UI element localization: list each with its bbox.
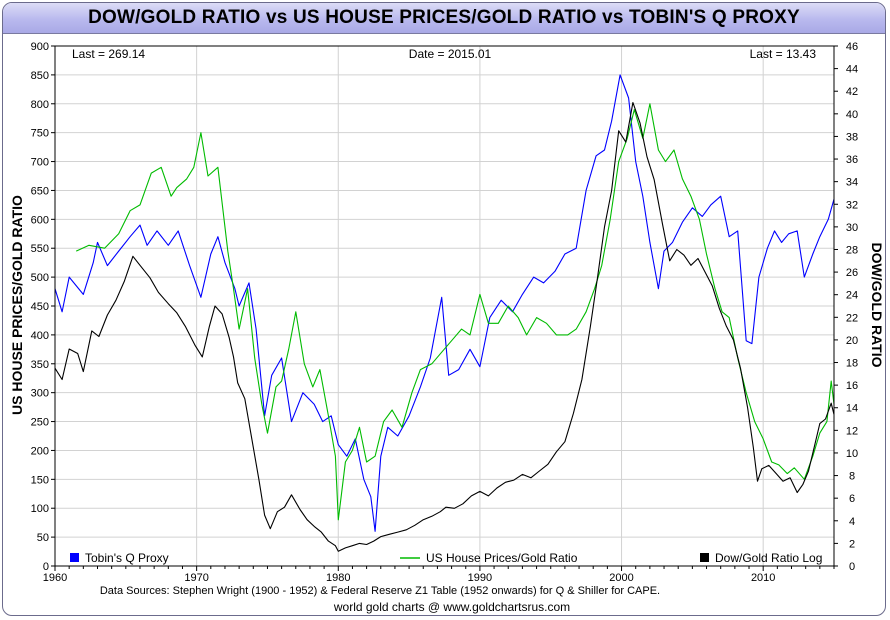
last-left-annotation: Last = 269.14 [72,47,145,61]
left-axis-title: US HOUSE PRICES/GOLD RATIO [9,195,25,415]
legend-swatch-dow-gold [700,553,709,562]
last-right-annotation: Last = 13.43 [750,47,817,61]
left-tick-label: 100 [31,503,49,515]
right-tick-label: 10 [846,448,858,460]
legend-label-dow-gold: Dow/Gold Ratio Log [715,551,822,565]
right-tick-label: 46 [846,41,858,53]
data-sources-note: Data Sources: Stephen Wright (1900 - 195… [100,585,660,597]
chart-title: DOW/GOLD RATIO vs US HOUSE PRICES/GOLD R… [88,7,800,28]
house-prices-gold-line [75,103,835,521]
right-axis-ticks: 0246810121416182022242628303234363840424… [834,41,858,573]
legend-swatch-tobins-q [70,553,79,562]
right-tick-label: 30 [846,222,858,234]
left-tick-label: 0 [43,561,49,573]
left-tick-label: 450 [31,301,49,313]
series-layer [54,74,835,552]
website-credit: world gold charts @ www.goldchartsrus.co… [333,600,570,614]
x-tick-label: 2000 [609,572,633,584]
right-tick-label: 36 [846,154,858,166]
right-tick-label: 34 [846,177,858,189]
x-tick-label: 1960 [43,572,67,584]
left-tick-label: 550 [31,243,49,255]
right-tick-label: 32 [846,199,858,211]
left-tick-label: 850 [31,70,49,82]
right-tick-label: 24 [846,290,858,302]
right-tick-label: 14 [846,403,858,415]
left-tick-label: 50 [37,532,49,544]
right-tick-label: 28 [846,244,858,256]
x-tick-label: 1990 [468,572,492,584]
title-bar: DOW/GOLD RATIO vs US HOUSE PRICES/GOLD R… [3,3,885,34]
left-tick-label: 200 [31,445,49,457]
x-tick-label: 1970 [184,572,208,584]
tobins-q-line [54,74,835,532]
right-tick-label: 16 [846,380,858,392]
right-tick-label: 18 [846,358,858,370]
right-tick-label: 2 [849,538,855,550]
right-axis-title: DOW/GOLD RATIO [869,243,885,368]
right-tick-label: 40 [846,109,858,121]
left-tick-label: 700 [31,157,49,169]
legend: Tobin's Q Proxy US House Prices/Gold Rat… [70,551,822,565]
left-tick-label: 350 [31,359,49,371]
grid-lines [54,45,834,567]
x-axis-ticks: 1960 1970 1980 1990 2000 2010 [43,566,835,584]
left-tick-label: 300 [31,388,49,400]
right-tick-label: 0 [849,561,855,573]
right-tick-label: 12 [846,425,858,437]
left-tick-label: 500 [31,272,49,284]
right-tick-label: 26 [846,267,858,279]
right-tick-label: 8 [849,471,855,483]
left-tick-label: 900 [31,41,49,53]
x-tick-label: 2010 [751,572,775,584]
left-tick-label: 150 [31,474,49,486]
right-tick-label: 42 [846,86,858,98]
right-tick-label: 6 [849,493,855,505]
right-tick-label: 22 [846,312,858,324]
left-tick-label: 800 [31,99,49,111]
date-annotation: Date = 2015.01 [409,47,492,61]
left-tick-label: 750 [31,128,49,140]
legend-label-house-prices: US House Prices/Gold Ratio [426,551,578,565]
left-tick-label: 600 [31,214,49,226]
left-tick-label: 650 [31,185,49,197]
dow-gold-line [54,101,835,552]
legend-label-tobins-q: Tobin's Q Proxy [85,551,169,565]
left-tick-label: 250 [31,417,49,429]
x-tick-label: 1980 [326,572,350,584]
right-tick-label: 20 [846,335,858,347]
right-tick-label: 38 [846,131,858,143]
left-tick-label: 400 [31,330,49,342]
right-tick-label: 4 [849,516,855,528]
right-tick-label: 44 [846,64,858,76]
left-axis-ticks: 0 50 100 150 200 250 300 350 400 450 500 550 600 650 7… [31,41,55,573]
